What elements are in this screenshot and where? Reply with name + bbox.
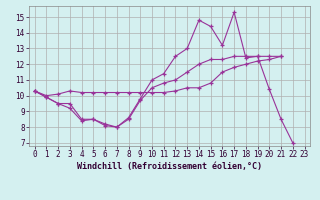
X-axis label: Windchill (Refroidissement éolien,°C): Windchill (Refroidissement éolien,°C) <box>77 162 262 171</box>
